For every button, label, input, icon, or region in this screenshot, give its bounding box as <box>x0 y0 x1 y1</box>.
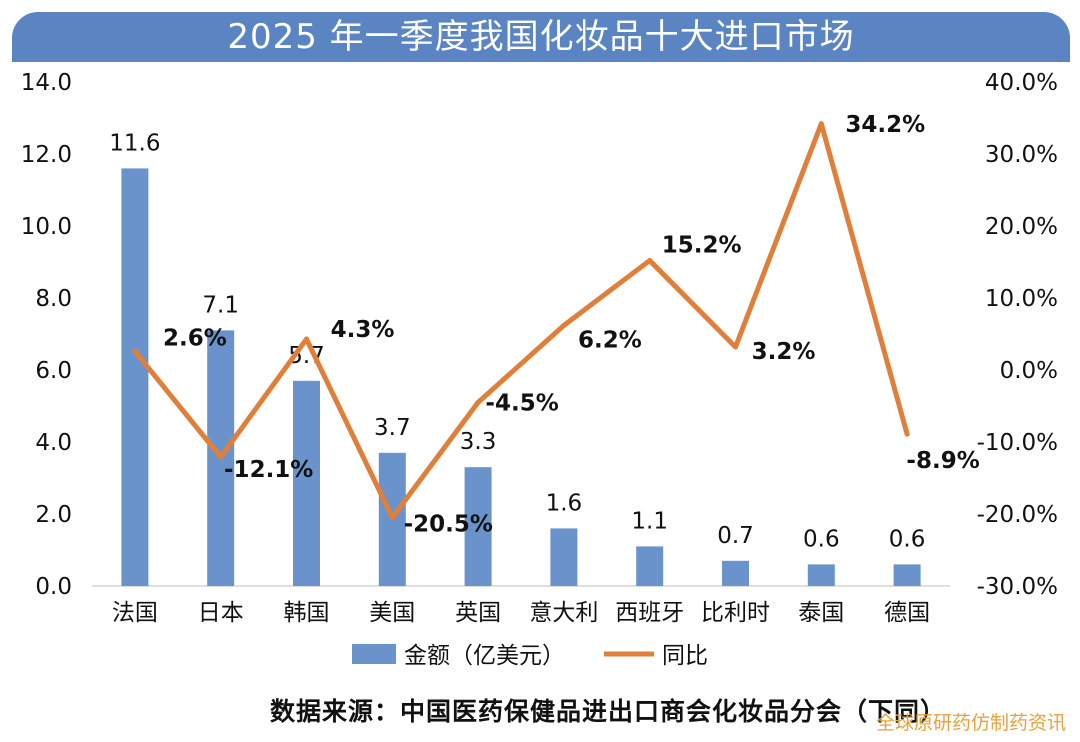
legend-swatch-bar <box>352 644 396 664</box>
y-left-tick-label: 14.0 <box>21 70 72 96</box>
bar-data-label: 11.6 <box>109 130 160 156</box>
line-point <box>818 121 824 127</box>
line-data-label: -8.9% <box>906 448 979 474</box>
bar-data-label: 0.6 <box>889 526 926 552</box>
bar-data-label: 7.1 <box>202 292 239 318</box>
legend-label-line: 同比 <box>662 643 708 669</box>
line-point <box>304 336 309 342</box>
x-tick-label: 法国 <box>112 600 158 626</box>
line-data-label: 3.2% <box>752 339 816 365</box>
bar-data-label: 1.6 <box>546 490 583 516</box>
line-data-label: -20.5% <box>404 512 493 538</box>
y-left-tick-label: 10.0 <box>21 214 72 240</box>
y-right-tick-label: 20.0% <box>985 214 1058 240</box>
chart: 0.0 2.0 4.0 6.0 8.0 10.0 12.0 14.0 -30.0% -20.0% -… <box>21 70 1058 669</box>
line-point <box>389 515 395 521</box>
y-right-tick-label: 10.0% <box>985 286 1058 312</box>
chart-title: 2025 年一季度我国化妆品十大进口市场 <box>227 17 855 57</box>
line-point <box>904 431 910 437</box>
bar <box>293 380 320 586</box>
line-data-label: -12.1% <box>224 457 313 483</box>
data-source: 数据来源：中国医药保健品进出口商会化妆品分会（下同） <box>270 697 947 726</box>
line-point <box>475 399 481 405</box>
line-series-yoy <box>132 121 910 521</box>
y-left-tick-label: 6.0 <box>35 358 72 384</box>
line-data-label: 6.2% <box>578 327 642 353</box>
y-left-tick-label: 2.0 <box>35 502 72 528</box>
y-right-tick-label: -10.0% <box>977 430 1058 456</box>
line-data-label: -4.5% <box>485 390 558 416</box>
line-point <box>733 344 738 350</box>
title-banner: 2025 年一季度我国化妆品十大进口市场 <box>12 12 1070 62</box>
x-tick-label: 韩国 <box>284 600 330 626</box>
y-right-tick-label: 30.0% <box>985 142 1058 168</box>
bar-data-label: 3.3 <box>460 429 497 455</box>
y-right-tick-label: 40.0% <box>985 70 1058 96</box>
x-tick-label: 西班牙 <box>615 600 684 626</box>
y-right-tick-label: 0.0% <box>1000 358 1058 384</box>
bar <box>807 564 835 586</box>
x-tick-label: 美国 <box>369 600 415 626</box>
bar-data-label: 1.1 <box>631 508 668 534</box>
y-right-tick-label: -20.0% <box>977 502 1058 528</box>
x-tick-label: 日本 <box>198 600 244 626</box>
line-point <box>561 322 567 328</box>
line-data-label: 2.6% <box>163 325 227 351</box>
x-tick-label: 意大利 <box>529 600 598 626</box>
bar <box>550 528 578 586</box>
line-data-label: 34.2% <box>845 112 925 138</box>
y-left-tick-label: 4.0 <box>35 430 72 456</box>
line-data-label: 4.3% <box>331 317 395 343</box>
bar-data-label: 3.7 <box>374 415 411 441</box>
y-left-tick-label: 12.0 <box>21 142 72 168</box>
y-left-tick-label: 0.0 <box>35 574 72 600</box>
x-tick-label: 德国 <box>884 600 930 626</box>
watermark: 全球原研药仿制药资讯 <box>875 712 1066 734</box>
bar-data-label: 0.6 <box>803 526 840 552</box>
legend-label-bar: 金额（亿美元） <box>404 643 565 669</box>
line-point <box>218 454 224 460</box>
x-tick-label: 比利时 <box>701 600 770 626</box>
bar <box>893 564 921 586</box>
line-point <box>132 348 138 354</box>
y-left-tick-label: 8.0 <box>35 286 72 312</box>
line-data-label: 15.2% <box>662 233 742 259</box>
bar <box>636 546 664 586</box>
line-point <box>647 258 653 264</box>
y-right-tick-label: -30.0% <box>977 574 1058 600</box>
bar <box>121 168 149 586</box>
bar <box>464 467 492 586</box>
bar <box>722 560 749 586</box>
x-tick-label: 泰国 <box>798 600 844 626</box>
bar-data-label: 0.7 <box>717 523 754 549</box>
x-tick-label: 英国 <box>455 600 501 626</box>
